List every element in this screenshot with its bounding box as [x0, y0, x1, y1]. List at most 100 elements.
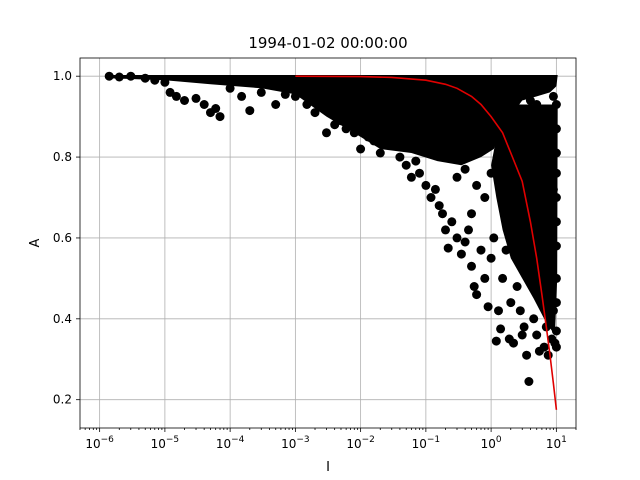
scatter-point	[532, 330, 542, 340]
scatter-point	[180, 96, 189, 105]
y-axis-label: A	[28, 238, 43, 247]
y-tick-label: 0.4	[53, 312, 72, 326]
scatter-point	[426, 193, 436, 202]
scatter-point	[512, 282, 522, 291]
scatter-point	[256, 87, 266, 97]
scatter-point	[551, 148, 561, 158]
scatter-point	[114, 72, 124, 82]
scatter-point	[467, 209, 476, 219]
scatter-point	[545, 290, 555, 300]
scatter-point	[537, 225, 547, 235]
y-axis-ticks: 0.2 0.4 0.6 0.8 1.0	[53, 69, 80, 407]
scatter-point	[302, 81, 312, 91]
scatter-point	[430, 184, 440, 194]
scatter-point	[506, 298, 516, 308]
scatter-point	[551, 326, 561, 336]
scatter-point	[438, 209, 447, 219]
scatter-point	[434, 201, 444, 211]
scatter-point	[441, 225, 450, 235]
fit-curve	[295, 75, 558, 410]
x-axis-ticks: 10−6 10−5 10−4 10−3 10−2 10−1 100 101	[79, 428, 577, 451]
scatter-point	[529, 314, 539, 324]
scatter-point	[548, 184, 558, 194]
scatter-point	[512, 205, 522, 215]
scatter-point	[489, 233, 499, 243]
scatter-point	[551, 273, 561, 283]
scatter-point	[456, 249, 466, 259]
scatter-point	[525, 265, 535, 275]
scatter-point	[150, 75, 160, 85]
y-tick-label: 0.6	[53, 231, 72, 245]
scatter-point	[280, 89, 290, 99]
scatter-point	[506, 193, 516, 202]
scatter-point	[498, 180, 508, 190]
scatter-point	[460, 164, 470, 174]
scatter-point	[369, 136, 379, 146]
scatter-point	[421, 93, 431, 103]
scatter-point	[551, 241, 561, 251]
scatter-point	[411, 156, 421, 166]
scatter-point	[494, 306, 503, 316]
x-tick-label: 10−6	[85, 435, 114, 451]
scatter-point	[486, 253, 496, 263]
scatter-point	[199, 100, 209, 109]
scatter-point	[541, 136, 551, 146]
scatter-point	[271, 100, 281, 109]
scatter-point	[211, 104, 221, 113]
x-tick-label: 10−1	[412, 435, 441, 451]
scatter-point	[498, 273, 508, 283]
scatter-point	[290, 91, 300, 101]
scatter-point	[551, 298, 561, 308]
scatter-point	[245, 106, 255, 116]
scatter-point	[483, 302, 493, 312]
y-tick-label: 0.2	[53, 393, 72, 407]
scatter-point	[551, 100, 561, 109]
dense-cloud-area	[107, 75, 558, 166]
scatter-point	[104, 71, 114, 81]
scatter-point	[543, 350, 553, 360]
scatter-point	[517, 112, 527, 122]
y-tick-label: 0.8	[53, 150, 72, 164]
scatter-point	[525, 213, 535, 223]
scatter-point	[452, 233, 462, 243]
scatter-point	[322, 128, 331, 138]
scatter-point	[519, 322, 529, 332]
fit-curve-layer	[295, 75, 558, 410]
scatter-point	[401, 160, 411, 170]
scatter-point	[480, 273, 490, 283]
scatter-point	[551, 217, 561, 227]
dense-wedge-area	[491, 104, 558, 335]
scatter-point	[525, 96, 535, 105]
scatter-point	[551, 168, 561, 178]
scatter-point	[215, 112, 225, 122]
scatter-point	[480, 193, 490, 202]
scatter-point	[469, 282, 479, 291]
scatter-point	[515, 306, 525, 316]
x-tick-label: 10−2	[346, 435, 375, 451]
scatter-point	[415, 168, 424, 178]
scatter-point	[356, 87, 366, 97]
scatter-point	[191, 93, 201, 103]
scatter-point	[375, 148, 385, 158]
scatter-point	[310, 108, 320, 118]
scatter-point	[506, 100, 516, 109]
scatter-point	[548, 91, 558, 101]
scatter-point	[472, 180, 482, 190]
scatter-point	[551, 193, 561, 202]
scatter-point	[541, 172, 551, 182]
scatter-point	[467, 261, 476, 271]
x-tick-label: 100	[481, 435, 502, 451]
scatter-point	[545, 201, 555, 211]
scatter-point	[346, 112, 355, 122]
scatter-point	[522, 350, 532, 360]
scatter-point	[225, 83, 235, 93]
scatter-point	[406, 172, 416, 182]
x-tick-label: 10−5	[151, 435, 180, 451]
x-tick-label: 10−4	[216, 435, 245, 451]
scatter-point	[447, 217, 457, 227]
scatter-point	[387, 89, 397, 99]
scatter-point	[545, 112, 555, 122]
chart-title: 1994-01-02 00:00:00	[248, 34, 407, 52]
scatter-point	[551, 124, 561, 134]
